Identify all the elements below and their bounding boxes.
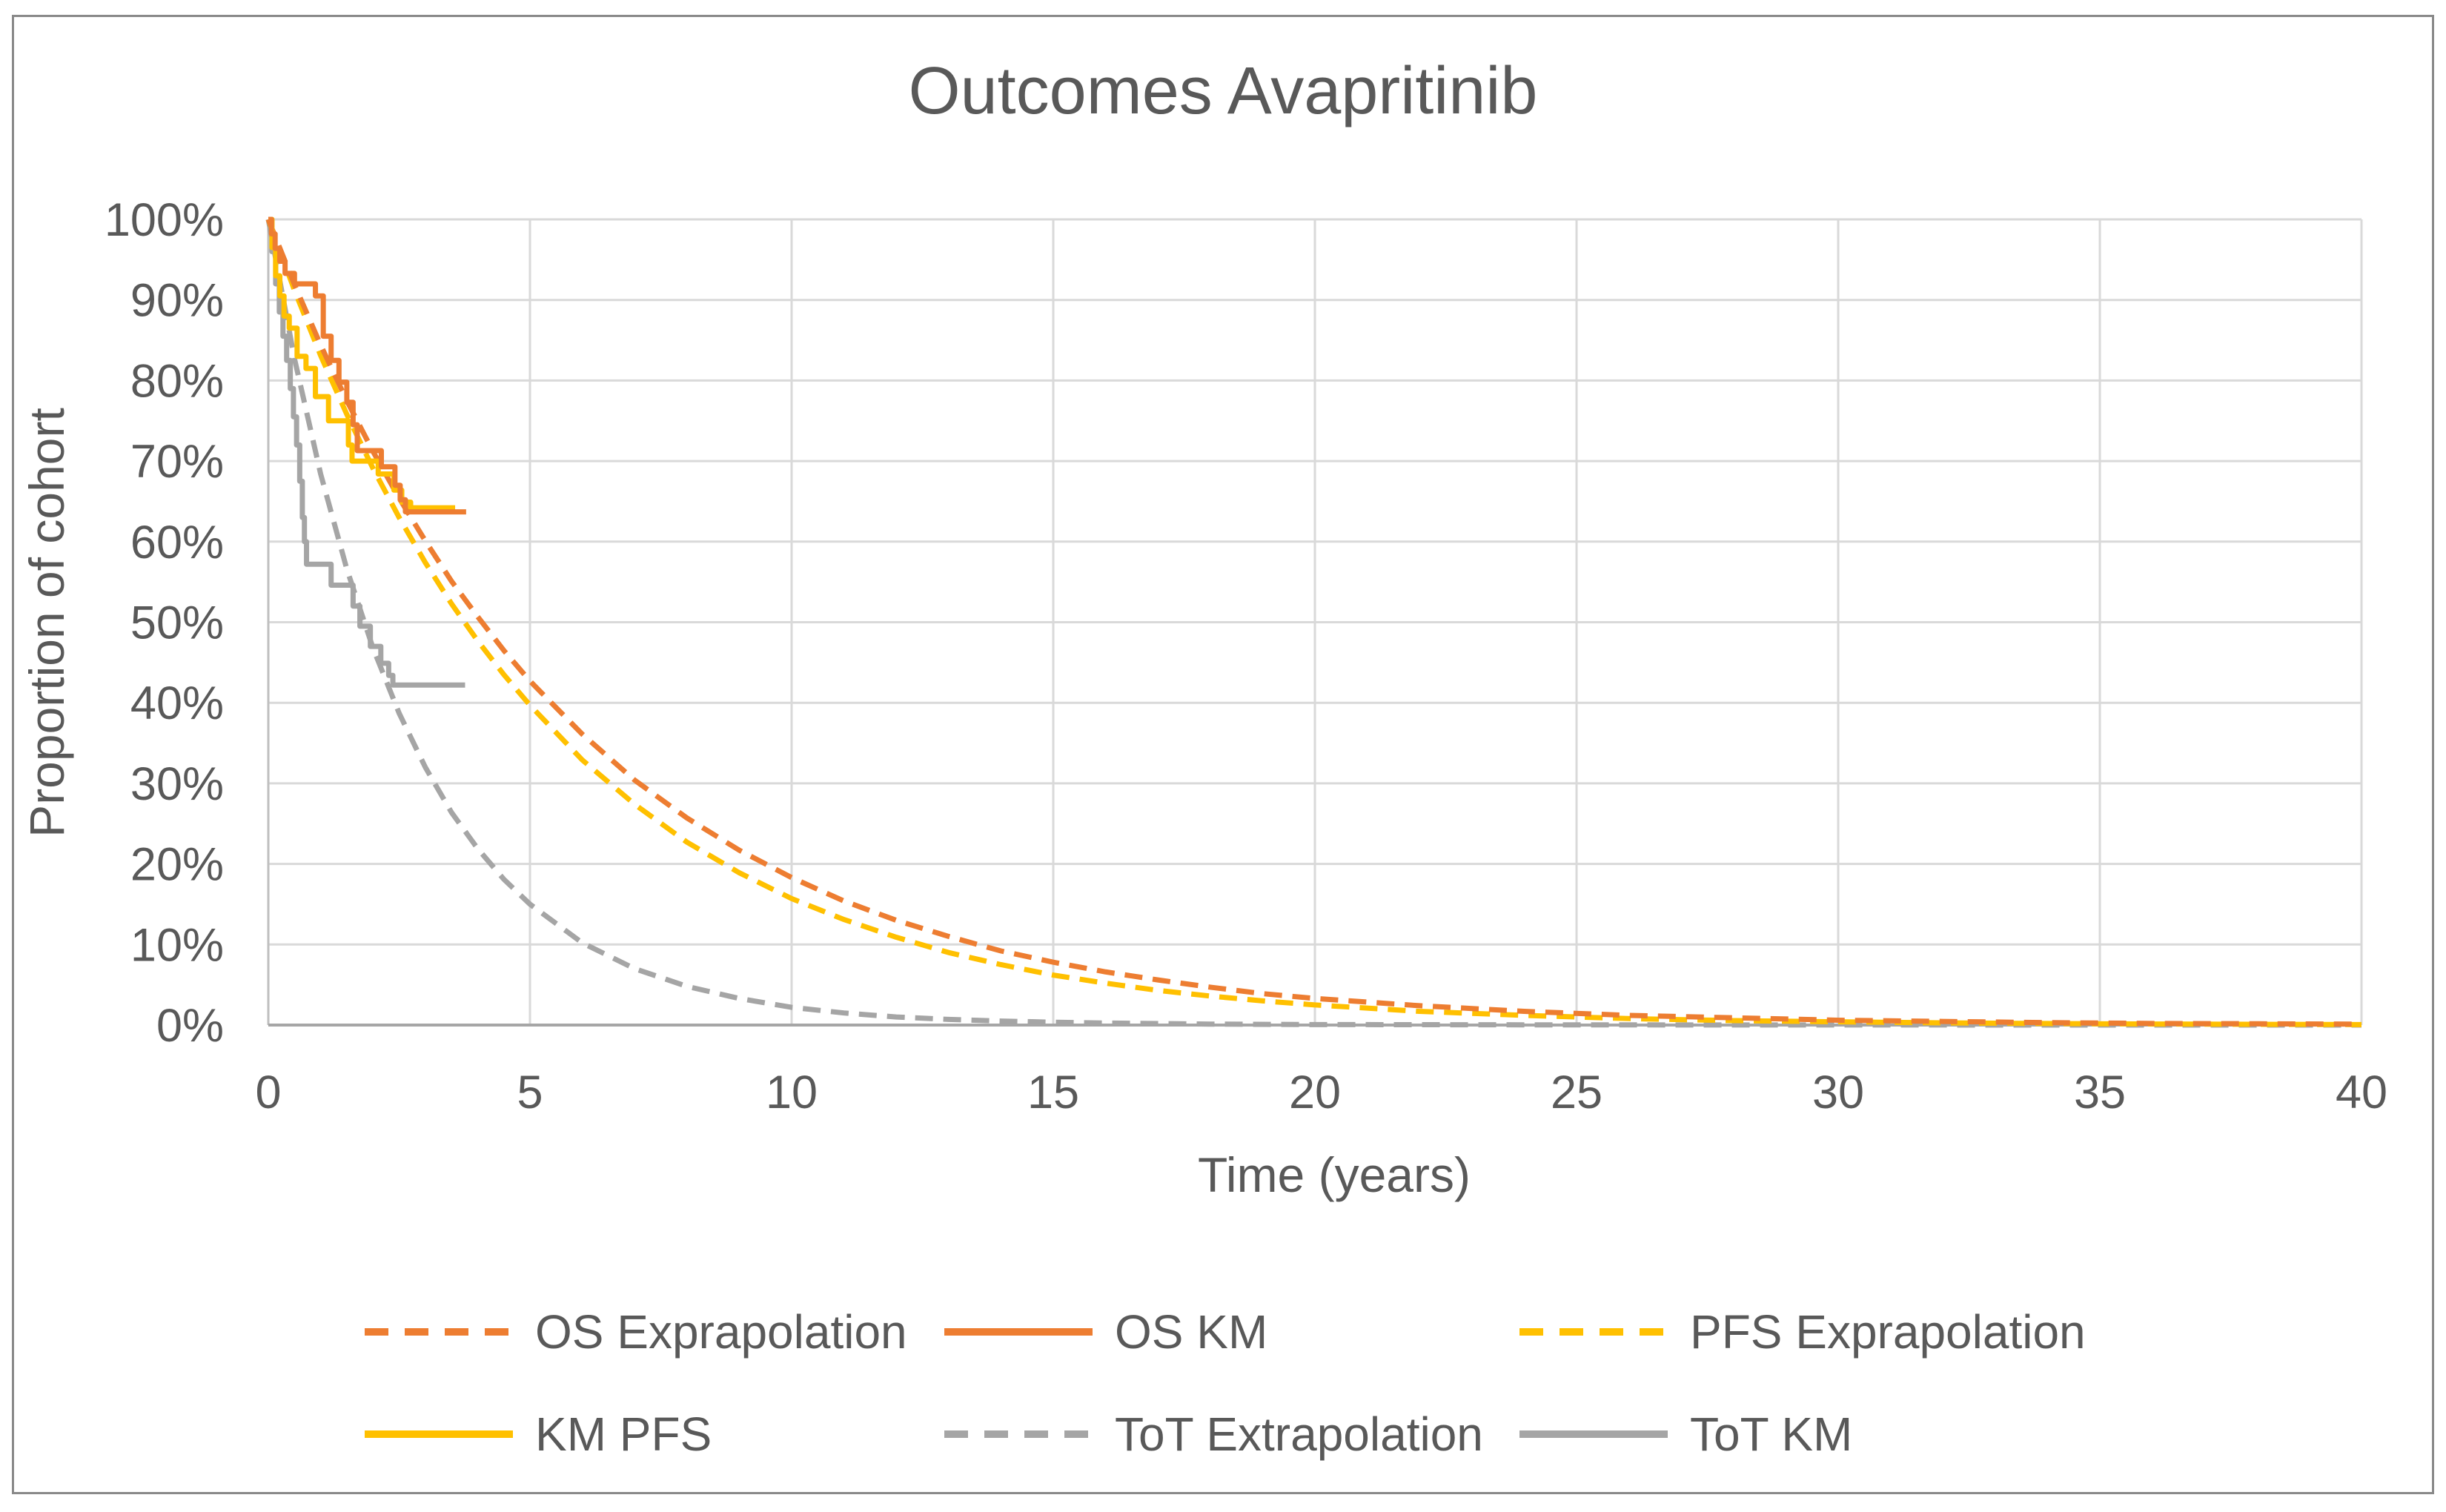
series-lines	[265, 216, 2362, 1028]
series-line-tot-km[interactable]	[268, 216, 465, 688]
x-tick-label-30: 30	[1812, 1067, 1864, 1118]
y-tick-label-80pct: 80%	[130, 355, 224, 407]
series-line-os-km[interactable]	[268, 216, 466, 515]
y-tick-label-30pct: 30%	[130, 758, 224, 810]
chart-title: Outcomes Avapritinib	[908, 54, 1538, 128]
y-tick-label-90pct: 90%	[130, 275, 224, 327]
y-tick-label-50pct: 50%	[130, 597, 224, 649]
y-tick-label-100pct: 100%	[105, 194, 224, 246]
y-axis-tick-labels: 0% 10% 20% 30% 40% 50% 60% 70% 80% 90% 100%	[105, 194, 224, 1052]
y-tick-label-60pct: 60%	[130, 517, 224, 568]
y-tick-label-70pct: 70%	[130, 436, 224, 488]
y-tick-label-10pct: 10%	[130, 919, 224, 971]
x-tick-label-40: 40	[2336, 1067, 2387, 1118]
x-axis-title: Time (years)	[1198, 1147, 1471, 1202]
x-tick-label-5: 5	[517, 1067, 543, 1118]
x-axis-tick-labels: 0 5 10 15 20 25 30 35 40	[255, 1067, 2387, 1118]
x-tick-label-0: 0	[255, 1067, 281, 1118]
y-tick-label-20pct: 20%	[130, 839, 224, 891]
x-tick-label-10: 10	[766, 1067, 818, 1118]
y-tick-label-0pct: 0%	[156, 1000, 224, 1052]
y-axis-title: Proportion of cohort	[19, 408, 74, 838]
series-line-pfs-extrapolation[interactable]	[265, 218, 2362, 1027]
x-tick-label-15: 15	[1027, 1067, 1079, 1118]
y-tick-label-40pct: 40%	[130, 677, 224, 729]
series-line-os-extrapolation[interactable]	[265, 218, 2362, 1027]
gridlines	[268, 218, 2363, 1025]
x-tick-label-25: 25	[1551, 1067, 1603, 1118]
series-line-tot-extrapolation[interactable]	[265, 219, 2362, 1028]
chart-border	[12, 15, 2434, 1494]
x-tick-label-20: 20	[1289, 1067, 1341, 1118]
x-tick-label-35: 35	[2074, 1067, 2126, 1118]
